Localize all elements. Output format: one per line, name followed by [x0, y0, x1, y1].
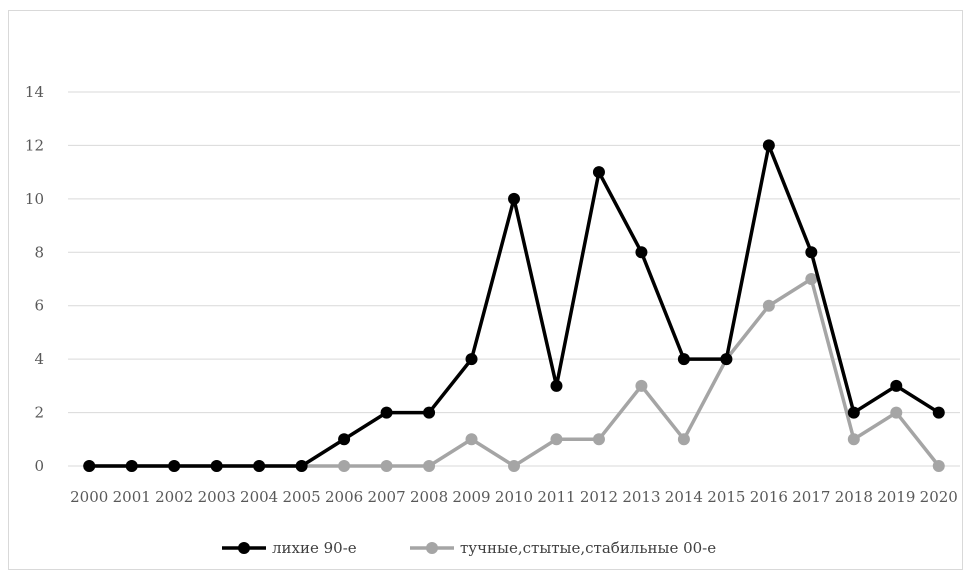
x-tick-label: 2000 — [70, 488, 108, 506]
data-point — [338, 433, 351, 446]
x-tick-label: 2006 — [325, 488, 363, 506]
data-point — [550, 379, 563, 392]
data-point — [253, 460, 266, 472]
data-point — [508, 192, 520, 205]
y-tick-label: 0 — [34, 457, 44, 475]
x-tick-label: 2004 — [240, 488, 278, 506]
data-point — [295, 460, 308, 472]
x-tick-label: 2008 — [410, 488, 448, 506]
y-tick-label: 10 — [25, 190, 44, 208]
legend-marker — [426, 542, 438, 554]
data-point — [762, 139, 775, 152]
data-point — [932, 406, 945, 419]
data-point — [338, 460, 351, 472]
data-point — [83, 460, 96, 472]
data-point — [677, 433, 690, 446]
x-tick-label: 2009 — [452, 488, 490, 506]
data-point — [508, 460, 520, 472]
data-point — [465, 353, 478, 366]
legend-label: тучные,стытые,стабильные 00-е — [460, 539, 716, 557]
data-point — [592, 433, 605, 446]
data-point — [847, 406, 860, 419]
x-tick-label: 2003 — [198, 488, 236, 506]
x-tick-label: 2015 — [707, 488, 745, 506]
x-tick-label: 2012 — [580, 488, 618, 506]
data-point — [932, 460, 945, 472]
x-tick-label: 2013 — [622, 488, 660, 506]
data-point — [720, 353, 733, 366]
chart-frame — [8, 10, 963, 570]
y-tick-label: 8 — [34, 243, 44, 261]
data-point — [805, 246, 818, 259]
x-tick-label: 2020 — [920, 488, 958, 506]
legend-marker — [238, 542, 250, 554]
x-tick-label: 2019 — [877, 488, 915, 506]
data-point — [168, 460, 181, 472]
x-tick-label: 2011 — [537, 488, 575, 506]
data-point — [380, 406, 393, 419]
x-tick-label: 2018 — [835, 488, 873, 506]
data-point — [423, 406, 436, 419]
data-point — [677, 353, 690, 366]
x-tick-label: 2016 — [750, 488, 788, 506]
y-tick-label: 2 — [34, 404, 44, 422]
x-tick-label: 2010 — [495, 488, 533, 506]
data-point — [423, 460, 436, 472]
data-point — [635, 379, 648, 392]
y-tick-label: 12 — [25, 136, 44, 154]
data-point — [890, 379, 903, 392]
legend-label: лихие 90-е — [272, 539, 357, 557]
data-point — [805, 273, 818, 285]
data-point — [465, 433, 478, 446]
data-point — [890, 406, 903, 419]
x-tick-label: 2007 — [367, 488, 405, 506]
y-tick-label: 6 — [34, 297, 44, 315]
x-tick-label: 2001 — [113, 488, 151, 506]
data-point — [550, 433, 563, 446]
x-tick-label: 2005 — [283, 488, 321, 506]
data-point — [847, 433, 860, 446]
data-point — [635, 246, 648, 259]
data-point — [762, 299, 775, 312]
y-tick-label: 4 — [34, 350, 44, 368]
data-point — [380, 460, 393, 472]
data-point — [592, 166, 605, 179]
x-tick-label: 2002 — [155, 488, 193, 506]
data-point — [210, 460, 223, 472]
series-line — [89, 277, 941, 468]
x-tick-label: 2014 — [665, 488, 703, 506]
data-point — [125, 460, 138, 472]
x-tick-label: 2017 — [792, 488, 830, 506]
y-tick-label: 14 — [25, 83, 44, 101]
